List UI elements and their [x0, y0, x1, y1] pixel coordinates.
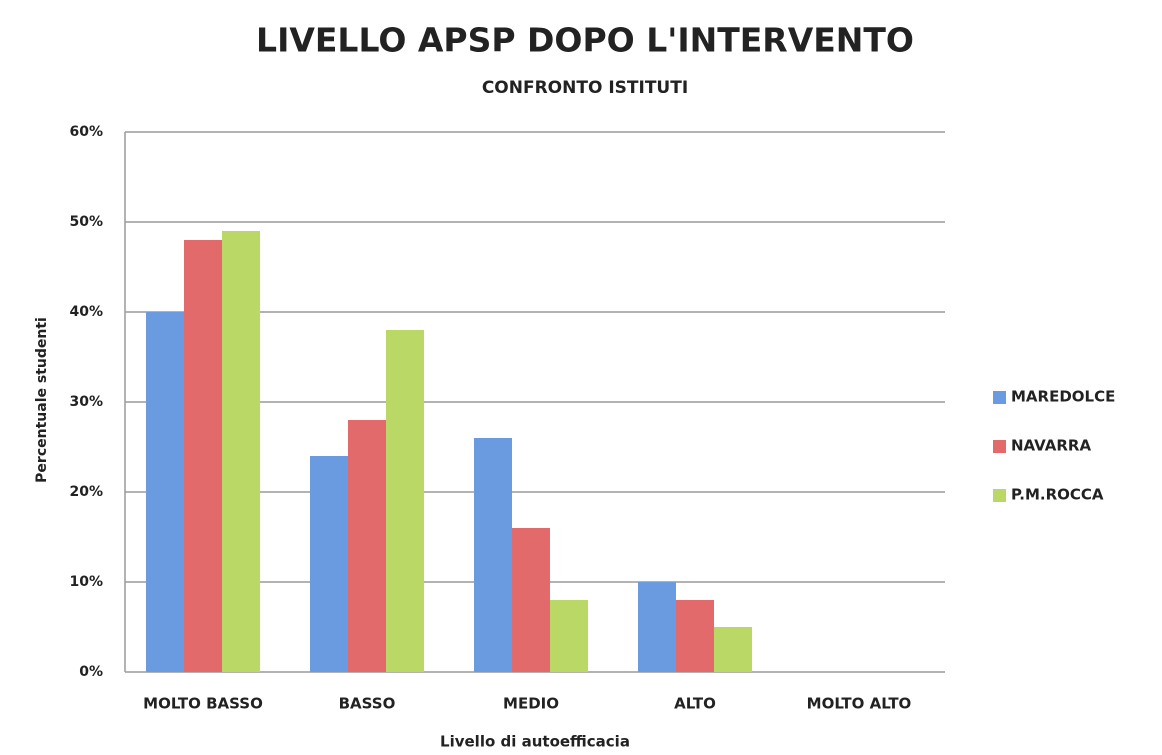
y-tick-label: 10% [69, 574, 103, 590]
x-tick-label: ALTO [674, 695, 716, 713]
y-tick-label: 30% [69, 394, 103, 410]
y-tick-label: 50% [69, 214, 103, 230]
bar [512, 528, 550, 672]
x-tick-label: MOLTO BASSO [143, 695, 263, 713]
legend-swatch [993, 440, 1006, 453]
bar [638, 582, 676, 672]
legend-swatch [993, 391, 1006, 404]
bar [310, 456, 348, 672]
bar [184, 240, 222, 672]
x-axis-label: Livello di autoefficacia [440, 733, 630, 751]
y-axis-label: Percentuale studenti [34, 317, 50, 483]
legend-label: P.M.ROCCA [1011, 486, 1104, 504]
bar [348, 420, 386, 672]
bar [550, 600, 588, 672]
bar [222, 231, 260, 672]
y-tick-label: 0% [79, 664, 103, 680]
x-tick-label: MEDIO [503, 695, 559, 713]
legend-label: MAREDOLCE [1011, 388, 1115, 406]
bar [676, 600, 714, 672]
bar [386, 330, 424, 672]
bar [474, 438, 512, 672]
legend-label: NAVARRA [1011, 437, 1091, 455]
chart-title: LIVELLO APSP DOPO L'INTERVENTO [256, 21, 914, 60]
x-tick-label: MOLTO ALTO [807, 695, 912, 713]
bar [714, 627, 752, 672]
legend-swatch [993, 489, 1006, 502]
y-tick-label: 60% [69, 124, 103, 140]
x-tick-label: BASSO [339, 695, 396, 713]
y-tick-label: 20% [69, 484, 103, 500]
bar [146, 312, 184, 672]
y-tick-label: 40% [69, 304, 103, 320]
chart-subtitle: CONFRONTO ISTITUTI [482, 78, 688, 98]
